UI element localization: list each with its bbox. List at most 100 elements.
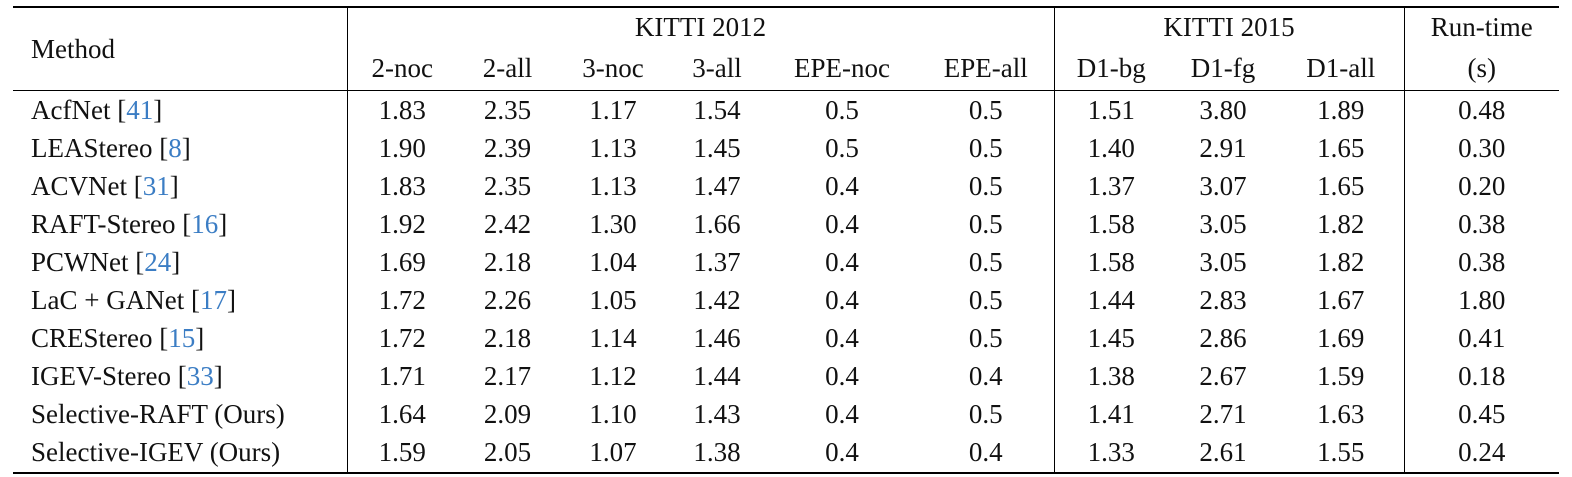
value-cell: 3.80 <box>1199 94 1247 125</box>
value-cell: 1.72 <box>346 281 457 320</box>
value-cell: 1.14 <box>589 323 637 354</box>
value-cell: 0.5 <box>968 170 1003 201</box>
citation-link[interactable]: 41 <box>126 94 154 125</box>
citation-bracket: [ <box>177 361 187 392</box>
value-cell: 1.82 <box>1317 246 1365 277</box>
value-cell: 1.10 <box>589 399 637 430</box>
method-name-cell: LaC + GANet [17] <box>13 281 347 319</box>
table-row: AcfNet [41] 1.83 2.35 1.17 1.54 0.5 0.5 1.51 3.8… <box>13 90 1559 130</box>
value-cell: 0.4 <box>825 361 859 392</box>
citation-bracket: [ <box>117 94 127 125</box>
value-cell: 0.38 <box>1403 243 1559 282</box>
value-cell: 0.38 <box>1403 205 1559 244</box>
value-cell: 1.71 <box>346 357 457 396</box>
value-cell: 0.5 <box>968 246 1003 277</box>
method-name: IGEV-Stereo <box>31 361 178 392</box>
method-name: AcfNet <box>31 94 118 125</box>
value-cell: 0.18 <box>1403 357 1559 396</box>
table-row: RAFT-Stereo [16] 1.92 2.42 1.30 1.66 0.4 0.5 1.… <box>13 205 1559 244</box>
value-cell: 2.35 <box>483 170 532 201</box>
value-cell: 0.4 <box>825 399 859 430</box>
value-cell: 0.20 <box>1403 167 1559 206</box>
citation-link[interactable]: 8 <box>168 132 182 163</box>
table-row: LEAStereo [8] 1.90 2.39 1.13 1.45 0.5 0.5 1.40 2… <box>13 129 1559 168</box>
method-name: ACVNet <box>31 170 134 201</box>
method-name-cell: Selective-RAFT (Ours) <box>13 396 347 434</box>
col-header-d1-fg: D1-fg <box>1168 46 1278 91</box>
value-cell: 1.59 <box>346 433 457 474</box>
citation-link[interactable]: 15 <box>168 323 196 354</box>
value-cell: 3.05 <box>1199 246 1247 277</box>
citation-bracket: [ <box>135 246 145 277</box>
value-cell: 2.83 <box>1199 285 1247 316</box>
value-cell: 1.58 <box>1053 243 1168 282</box>
value-cell: 2.05 <box>457 433 558 474</box>
value-cell: 2.35 <box>483 94 532 125</box>
value-cell: 2.18 <box>483 246 532 277</box>
value-cell: 1.37 <box>1053 167 1168 206</box>
citation-bracket: [ <box>159 323 169 354</box>
value-cell: 1.45 <box>1053 319 1168 358</box>
citation-bracket: [ <box>133 170 143 201</box>
value-cell: 2.17 <box>483 361 532 392</box>
header-runtime: Run-time <box>1403 6 1559 46</box>
value-cell: 0.5 <box>968 323 1003 354</box>
value-cell: 0.5 <box>968 132 1003 163</box>
citation-link[interactable]: 33 <box>186 361 214 392</box>
value-cell: 1.45 <box>693 132 741 163</box>
header-method: Method <box>13 6 347 91</box>
value-cell: 1.63 <box>1317 399 1365 430</box>
value-cell: 1.46 <box>693 323 741 354</box>
citation-bracket: [ <box>190 285 200 316</box>
value-cell: 1.54 <box>693 94 741 125</box>
value-cell: 2.42 <box>483 208 532 239</box>
value-cell: 1.55 <box>1278 433 1404 474</box>
value-cell: 0.45 <box>1403 395 1559 434</box>
method-name-cell: IGEV-Stereo [33] <box>13 358 347 396</box>
citation-bracket: ] <box>169 170 179 201</box>
method-name-cell: AcfNet [41] <box>13 91 347 130</box>
value-cell: 0.5 <box>968 208 1003 239</box>
value-cell: 0.5 <box>825 94 859 125</box>
value-cell: 1.30 <box>589 208 637 239</box>
value-cell: 1.82 <box>1317 208 1365 239</box>
value-cell: 1.40 <box>1053 129 1168 168</box>
value-cell: 2.09 <box>483 399 532 430</box>
citation-link[interactable]: 16 <box>191 208 219 239</box>
value-cell: 2.39 <box>483 132 532 163</box>
value-cell: 0.5 <box>825 132 859 163</box>
col-header-3noc: 3-noc <box>558 46 668 91</box>
value-cell: 1.47 <box>693 170 741 201</box>
value-cell: 0.4 <box>825 208 859 239</box>
col-header-d1-bg: D1-bg <box>1053 46 1168 91</box>
citation-bracket: ] <box>181 132 191 163</box>
value-cell: 0.30 <box>1403 129 1559 168</box>
value-cell: 0.4 <box>918 433 1054 474</box>
results-table: Method KITTI 2012 KITTI 2015 Run-time 2-… <box>13 6 1559 474</box>
table-row: LaC + GANet [17] 1.72 2.26 1.05 1.42 0.4 0.5 1.… <box>13 281 1559 320</box>
value-cell: 0.41 <box>1403 319 1559 358</box>
method-name-cell: PCWNet [24] <box>13 243 347 281</box>
value-cell: 1.07 <box>558 433 668 474</box>
value-cell: 1.83 <box>346 167 457 206</box>
citation-link[interactable]: 31 <box>142 170 170 201</box>
citation-link[interactable]: 24 <box>144 246 172 277</box>
citation-bracket: [ <box>182 208 192 239</box>
value-cell: 1.64 <box>346 395 457 434</box>
citation-bracket: ] <box>153 94 163 125</box>
header-row-columns: 2-noc 2-all 3-noc 3-all EPE-noc EPE-all … <box>13 46 1559 91</box>
value-cell: 1.17 <box>589 94 637 125</box>
table-row: Selective-RAFT (Ours) 1.64 2.09 1.10 1.43 0.4… <box>13 395 1559 434</box>
citation-bracket: [ <box>159 132 169 163</box>
citation-bracket: ] <box>195 323 205 354</box>
table-body: AcfNet [41] 1.83 2.35 1.17 1.54 0.5 0.5 1.51 3.8… <box>13 90 1559 474</box>
col-header-2noc: 2-noc <box>346 46 457 91</box>
header-kitti2012: KITTI 2012 <box>346 6 1054 46</box>
citation-link[interactable]: 17 <box>199 285 227 316</box>
method-name-cell: CREStereo [15] <box>13 320 347 358</box>
value-cell: 3.07 <box>1199 170 1247 201</box>
col-header-2all: 2-all <box>457 46 558 91</box>
method-name: CREStereo <box>31 323 160 354</box>
value-cell: 1.69 <box>346 243 457 282</box>
header-row-groups: Method KITTI 2012 KITTI 2015 Run-time <box>13 6 1559 91</box>
